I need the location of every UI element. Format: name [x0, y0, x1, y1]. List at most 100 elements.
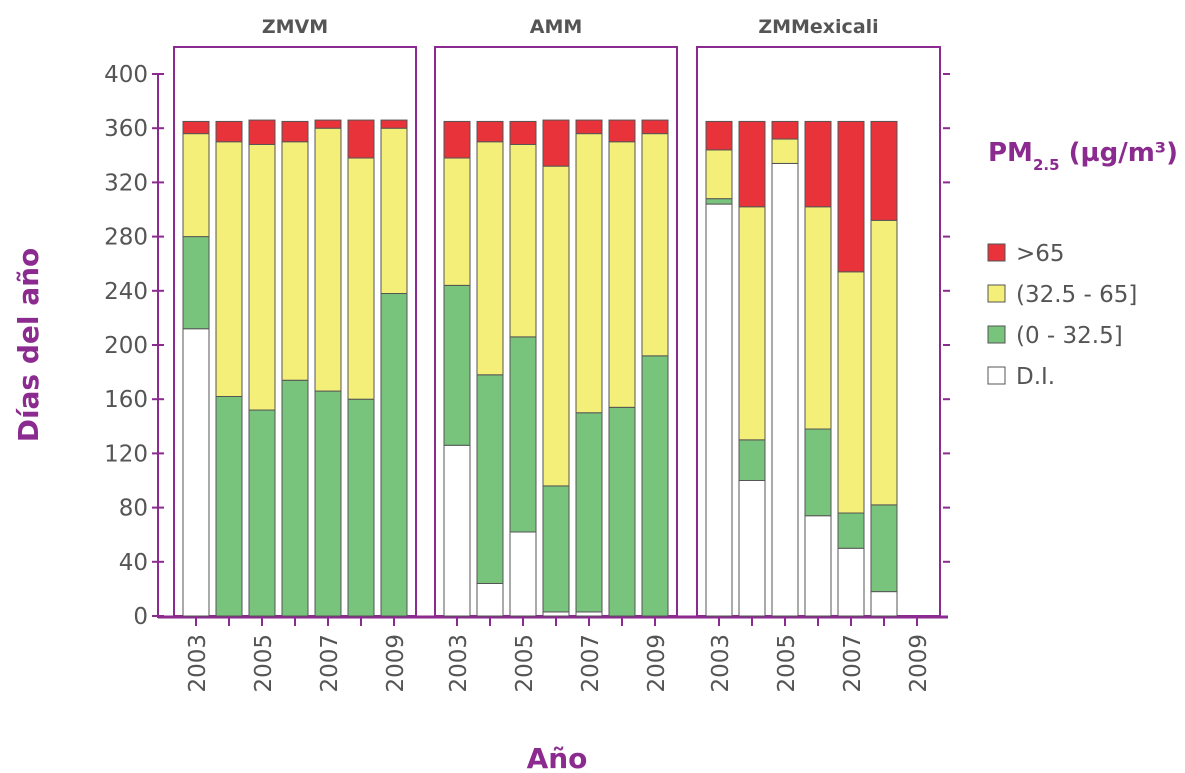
bar-di-2003 — [443, 444, 471, 617]
y-tick-label: 80 — [119, 496, 148, 522]
bar-gt65-2009 — [380, 119, 408, 129]
y-tick-label: 280 — [104, 225, 148, 251]
bar-mid-2006 — [542, 165, 570, 487]
bar-gt65-2008 — [608, 119, 636, 143]
legend-swatch-low — [987, 325, 1006, 344]
bar-low-2007 — [575, 412, 603, 613]
bar-low-2009 — [641, 355, 669, 617]
bar-di-2005 — [509, 531, 537, 617]
y-tick-label: 160 — [104, 387, 148, 413]
bar-mid-2007 — [575, 133, 603, 414]
legend-title: PM2.5 (µg/m³) — [988, 138, 1178, 174]
y-tick-label: 0 — [133, 604, 148, 630]
bar-mid-2008 — [870, 219, 898, 506]
bar-gt65-2003 — [705, 120, 733, 151]
legend-label-gt65: >65 — [1016, 241, 1065, 267]
bar-gt65-2003 — [443, 120, 471, 159]
x-axis-title: Año — [527, 742, 588, 773]
x-tick-label: 2007 — [578, 634, 604, 693]
legend-swatch-gt65 — [987, 243, 1006, 262]
bar-mid-2006 — [281, 141, 309, 381]
bar-low-2006 — [542, 485, 570, 613]
x-tick-label: 2009 — [644, 634, 670, 693]
bar-gt65-2005 — [248, 119, 276, 145]
bar-gt65-2008 — [347, 119, 375, 159]
y-tick-label: 240 — [104, 279, 148, 305]
bar-mid-2008 — [608, 141, 636, 408]
legend-swatch-mid — [987, 284, 1006, 303]
x-tick-label: 2003 — [185, 634, 211, 693]
bar-mid-2003 — [182, 133, 210, 238]
bar-di-2006 — [804, 515, 832, 617]
bar-low-2003 — [443, 284, 471, 446]
bar-low-2006 — [281, 379, 309, 617]
bar-di-2008 — [870, 591, 898, 617]
x-tick-label: 2007 — [317, 634, 343, 693]
bar-mid-2004 — [476, 141, 504, 376]
y-tick-label: 400 — [104, 62, 148, 88]
bar-low-2007 — [314, 390, 342, 617]
panel-zmmexicali: ZMMexicali 2003 2005 2007 2009 — [696, 16, 941, 693]
bar-gt65-2005 — [509, 120, 537, 145]
legend-label-di: D.I. — [1016, 364, 1055, 390]
bar-di-2004 — [738, 480, 766, 617]
x-tick-label: 2005 — [512, 634, 538, 693]
bar-gt65-2004 — [476, 120, 504, 143]
bar-low-2004 — [476, 374, 504, 584]
bar-mid-2009 — [641, 133, 669, 357]
bar-low-2008 — [347, 398, 375, 617]
bar-gt65-2004 — [215, 120, 243, 143]
x-tick-label: 2003 — [708, 634, 734, 693]
bar-gt65-2009 — [641, 119, 669, 135]
bar-low-2004 — [215, 395, 243, 617]
bar-di-2007 — [575, 611, 603, 617]
x-tick-label: 2007 — [840, 634, 866, 693]
bar-di-2007 — [837, 547, 865, 617]
bar-gt65-2004 — [738, 120, 766, 208]
bar-low-2003 — [705, 198, 733, 205]
bar-low-2005 — [509, 336, 537, 533]
legend-swatch-di — [987, 366, 1006, 385]
bar-di-2006 — [542, 611, 570, 617]
bar-mid-2003 — [705, 149, 733, 200]
y-tick-label: 360 — [104, 116, 148, 142]
bar-mid-2003 — [443, 157, 471, 286]
bar-gt65-2007 — [575, 119, 603, 135]
legend-label-mid: (32.5 - 65] — [1016, 282, 1137, 308]
bar-gt65-2005 — [771, 120, 799, 140]
panel-amm: AMM 2003 2005 2007 2009 — [434, 16, 678, 693]
bar-low-2003 — [182, 236, 210, 330]
x-tick-label: 2009 — [383, 634, 409, 693]
bar-di-2004 — [476, 582, 504, 617]
y-tick-label: 120 — [104, 441, 148, 467]
legend-label-low: (0 - 32.5] — [1016, 323, 1123, 349]
bar-gt65-2006 — [804, 120, 832, 208]
panel-zmvm: ZMVM 2003 2005 2007 2009 — [173, 16, 417, 693]
bar-gt65-2007 — [314, 119, 342, 129]
panel-title: AMM — [530, 16, 583, 38]
y-axis: 0 40 80 120 160 200 240 280 320 360 400 — [104, 62, 950, 630]
bar-gt65-2003 — [182, 120, 210, 135]
bar-gt65-2008 — [870, 120, 898, 221]
x-tick-label: 2009 — [906, 634, 932, 693]
bar-mid-2006 — [804, 206, 832, 430]
x-tick-label: 2003 — [446, 634, 472, 693]
bar-di-2003 — [182, 328, 210, 617]
bar-low-2004 — [738, 439, 766, 482]
bar-low-2009 — [380, 293, 408, 617]
y-tick-label: 40 — [119, 550, 148, 576]
bar-low-2008 — [870, 504, 898, 593]
bar-mid-2007 — [314, 127, 342, 392]
panel-title: ZMMexicali — [758, 16, 878, 38]
bar-low-2008 — [608, 406, 636, 617]
panel-title: ZMVM — [262, 16, 328, 38]
bar-mid-2005 — [248, 143, 276, 411]
bar-mid-2007 — [837, 271, 865, 514]
bar-gt65-2006 — [542, 119, 570, 167]
bar-low-2005 — [248, 409, 276, 617]
bar-mid-2005 — [509, 143, 537, 338]
bar-gt65-2007 — [837, 120, 865, 273]
bar-mid-2008 — [347, 157, 375, 400]
